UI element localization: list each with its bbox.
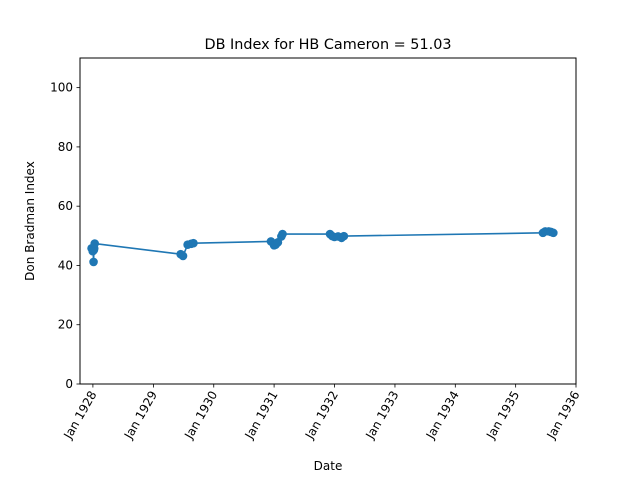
- data-point: [339, 231, 349, 241]
- y-tick-label: 0: [65, 377, 73, 391]
- y-tick-label: 60: [58, 199, 73, 213]
- chart-title: DB Index for HB Cameron = 51.03: [204, 37, 451, 53]
- y-tick-label: 40: [58, 258, 73, 272]
- x-axis-label: Date: [314, 459, 343, 473]
- y-axis: 0 20 40 60 80 100: [50, 81, 80, 391]
- y-tick-label: 20: [58, 318, 73, 332]
- data-point: [189, 238, 198, 248]
- plot-frame: [79, 57, 577, 385]
- data-point: [90, 239, 100, 248]
- data-point: [89, 257, 98, 267]
- data-point: [549, 228, 558, 238]
- series-layer: [87, 227, 558, 267]
- y-axis-label: Don Bradman Index: [23, 161, 37, 281]
- y-tick-label: 80: [58, 140, 73, 154]
- y-tick-label: 100: [50, 81, 73, 95]
- data-point: [178, 251, 188, 261]
- data-point: [278, 229, 287, 239]
